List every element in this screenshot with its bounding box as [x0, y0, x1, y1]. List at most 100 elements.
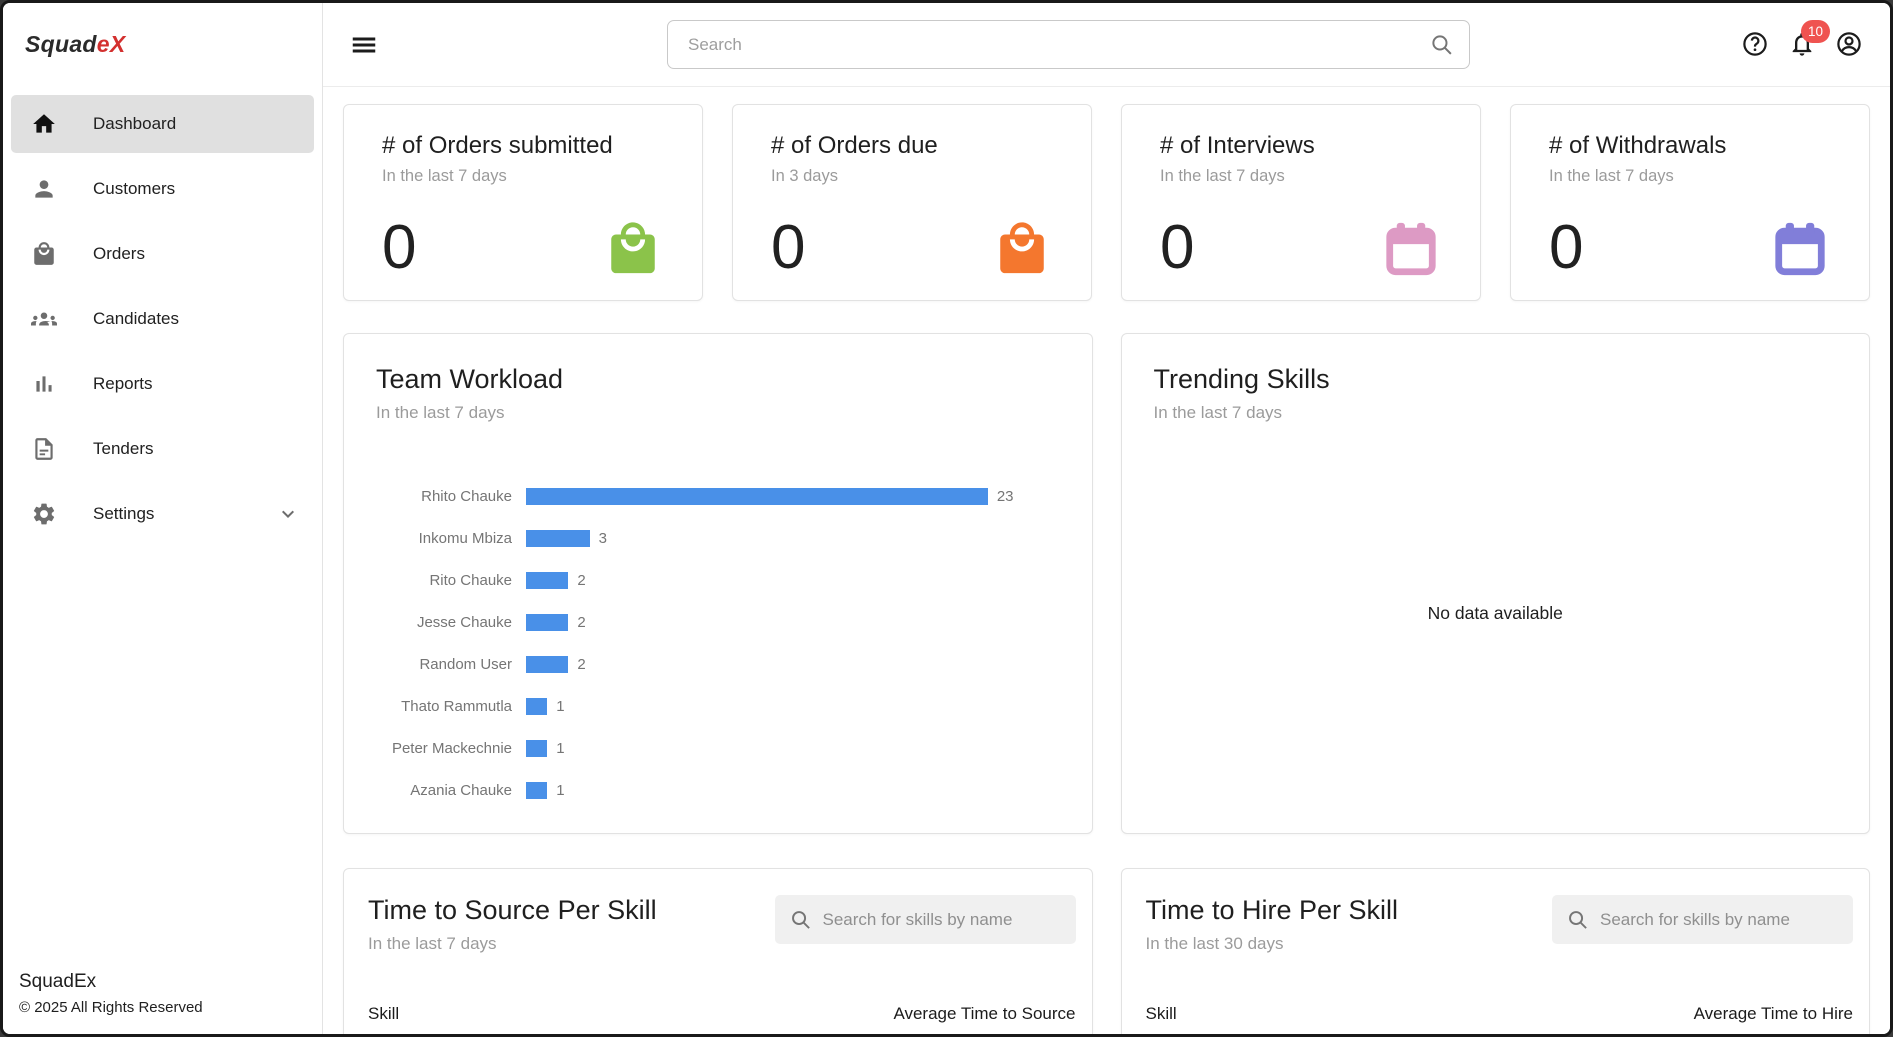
top-bar: 10 [323, 3, 1890, 87]
bar-chart-icon [36, 376, 52, 392]
chart-row: Jesse Chauke 2 [376, 601, 1060, 643]
footer-copyright: © 2025 All Rights Reserved [19, 999, 203, 1016]
dashboard-content: # of Orders submitted In the last 7 days 0… [323, 87, 1890, 1034]
global-search[interactable] [667, 20, 1470, 69]
chart-row: Rito Chauke 2 [376, 559, 1060, 601]
column-skill: Skill [1145, 1004, 1177, 1023]
time-to-source-subtitle: In the last 7 days [368, 934, 497, 953]
stat-card-subtitle: In the last 7 days [382, 167, 507, 185]
no-data-message: No data available [1427, 602, 1563, 623]
chart-row: Peter Mackechnie 1 [376, 727, 1060, 769]
stat-card-title: # of Orders due [771, 132, 938, 159]
sidebar-item-customers[interactable]: Customers [11, 160, 314, 218]
stat-card-title: # of Interviews [1160, 132, 1315, 159]
sidebar-footer: SquadEx © 2025 All Rights Reserved [3, 971, 322, 1034]
sidebar-item-settings[interactable]: Settings [11, 485, 314, 543]
time-to-source-title: Time to Source Per Skill [368, 895, 657, 925]
help-button[interactable] [1740, 30, 1770, 60]
sidebar-item-dashboard[interactable]: Dashboard [11, 95, 314, 153]
calendar-icon [1382, 220, 1440, 278]
help-icon [1743, 31, 1767, 56]
sidebar: SquadeX Dashboard Customers Orders Candidat… [3, 3, 323, 1034]
gear-icon [33, 503, 55, 525]
calendar-icon [1775, 222, 1825, 276]
sidebar-item-label: Customers [93, 179, 176, 198]
sidebar-item-orders[interactable]: Orders [11, 225, 314, 283]
account-button[interactable] [1834, 30, 1864, 60]
column-average-time-to-hire: Average Time to Hire [1693, 1004, 1853, 1023]
shopping-bag-icon [993, 220, 1051, 278]
stat-card-subtitle: In the last 7 days [1549, 167, 1674, 185]
team-workload-title: Team Workload [376, 364, 564, 394]
chart-row: Thato Rammutla 1 [376, 685, 1060, 727]
footer-brand: SquadEx [19, 971, 97, 992]
chart-value-label: 2 [577, 571, 586, 589]
notifications-button[interactable]: 10 [1787, 19, 1830, 60]
skill-search-input[interactable] [774, 895, 1076, 944]
time-to-hire-search[interactable] [1552, 895, 1853, 944]
chart-bar[interactable] [526, 697, 548, 715]
calendar-icon [1386, 222, 1436, 276]
time-to-hire-subtitle: In the last 30 days [1145, 934, 1284, 953]
chart-value-label: 2 [577, 655, 586, 673]
account-circle-icon [1837, 31, 1861, 56]
menu-toggle-button[interactable] [349, 30, 379, 60]
chart-row: Inkomu Mbiza 3 [376, 517, 1060, 559]
chart-bar[interactable] [526, 739, 548, 757]
chart-bar[interactable] [526, 529, 590, 547]
chart-category-label: Peter Mackechnie [391, 739, 512, 757]
sidebar-item-label: Tenders [93, 439, 154, 458]
chart-bar[interactable] [526, 487, 988, 505]
time-to-source-search[interactable] [774, 895, 1076, 944]
charts-row: Team Workload In the last 7 days Rhito C… [343, 333, 1870, 834]
sidebar-item-label: Dashboard [93, 114, 177, 133]
chart-category-label: Rhito Chauke [421, 487, 512, 505]
stat-card-value: 0 [382, 213, 417, 283]
sidebar-item-reports[interactable]: Reports [11, 355, 314, 413]
chart-category-label: Thato Rammutla [401, 697, 512, 715]
stat-card-value: 0 [1549, 213, 1584, 283]
trending-skills-card: Trending Skills In the last 7 days No da… [1120, 333, 1870, 834]
chart-value-label: 1 [556, 697, 565, 715]
chart-value-label: 1 [556, 739, 565, 757]
notification-badge: 10 [1801, 19, 1830, 43]
time-to-source-header: Time to Source Per Skill In the last 7 d… [368, 895, 1076, 954]
skill-search-input[interactable] [1552, 895, 1853, 944]
app-logo: SquadeX [3, 3, 322, 95]
shopping-bag-icon [1000, 222, 1044, 274]
topbar-actions: 10 [1740, 19, 1864, 60]
column-skill: Skill [368, 1004, 400, 1023]
shopping-bag-icon [604, 220, 662, 278]
stat-card-subtitle: In the last 7 days [1160, 167, 1285, 185]
chart-bar[interactable] [526, 781, 548, 799]
time-to-source-card: Time to Source Per Skill In the last 7 d… [343, 868, 1093, 1034]
stat-card-value: 0 [1160, 213, 1195, 283]
chart-category-label: Inkomu Mbiza [418, 529, 512, 547]
sidebar-item-label: Reports [93, 374, 153, 393]
chart-bar[interactable] [526, 613, 569, 631]
sidebar-item-tenders[interactable]: Tenders [11, 420, 314, 478]
chart-category-label: Azania Chauke [410, 781, 512, 799]
chart-category-label: Random User [419, 655, 512, 673]
chart-category-label: Rito Chauke [429, 571, 512, 589]
sidebar-item-candidates[interactable]: Candidates [11, 290, 314, 348]
stat-card-2: # of Interviews In the last 7 days 0 [1121, 104, 1481, 301]
stat-card-0: # of Orders submitted In the last 7 days 0 [343, 104, 703, 301]
chart-category-label: Jesse Chauke [416, 613, 512, 631]
time-to-hire-table-header: Skill Average Time to Hire [1146, 1004, 1854, 1034]
chart-value-label: 2 [577, 613, 586, 631]
team-workload-subtitle: In the last 7 days [376, 403, 505, 422]
team-workload-chart: Rhito Chauke 23 Inkomu Mbiza 3 Rito Chauke 2 J… [376, 475, 1060, 811]
chart-value-label: 3 [598, 529, 607, 547]
calendar-icon [1771, 220, 1829, 278]
trending-skills-title: Trending Skills [1153, 364, 1330, 394]
chart-value-label: 1 [556, 781, 565, 799]
search-input[interactable] [667, 20, 1470, 69]
column-average-time-to-source: Average Time to Source [893, 1004, 1076, 1023]
chart-row: Azania Chauke 1 [376, 769, 1060, 811]
chart-bar[interactable] [526, 571, 569, 589]
chart-bar[interactable] [526, 655, 569, 673]
time-to-source-table-header: Skill Average Time to Source [368, 1004, 1076, 1034]
